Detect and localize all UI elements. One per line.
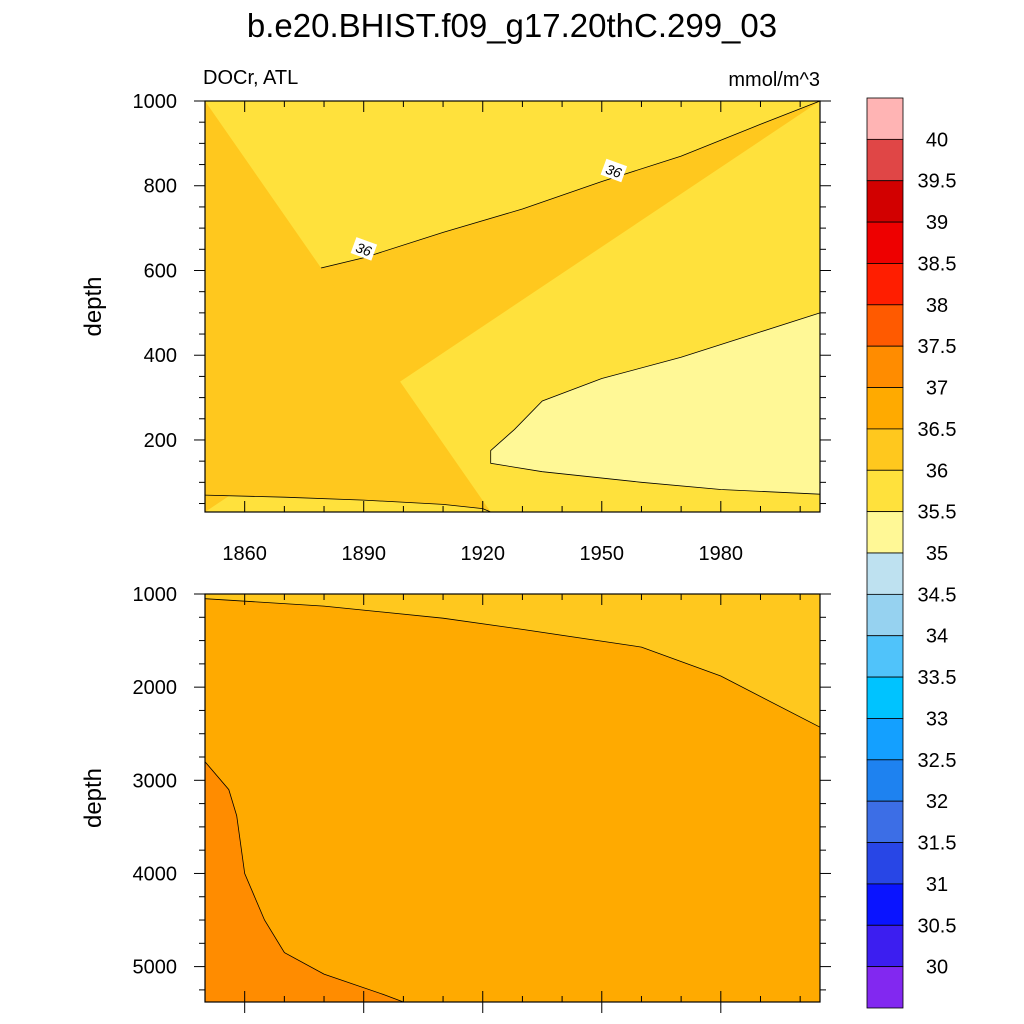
colorbar-label: 31 — [926, 874, 948, 896]
colorbar-swatch — [866, 345, 904, 388]
upper-region-core — [490, 312, 820, 495]
colorbar: 40 39.5 39 38.5 38 37.5 37 36.5 36 35.5 35 34.5 34 33… — [866, 97, 957, 1009]
variable-label: DOCr, ATL — [203, 67, 298, 89]
lower-y-tick-label: 2000 — [133, 677, 178, 699]
lower-region-upper-wedge — [205, 594, 820, 728]
lower-y-tick-label: 3000 — [133, 770, 178, 792]
lower-panel: 1000 2000 3000 4000 5000 depth — [80, 584, 831, 1013]
upper-x-tick-label: 1920 — [460, 543, 505, 565]
lower-region-bottom-left — [205, 761, 404, 1002]
upper-x-tick-label: 1890 — [341, 543, 386, 565]
colorbar-label: 30 — [926, 957, 948, 979]
colorbar-label: 39 — [926, 212, 948, 234]
colorbar-label: 39.5 — [918, 171, 957, 193]
lower-y-tick-label: 5000 — [133, 957, 178, 979]
colorbar-swatch — [866, 180, 904, 223]
colorbar-swatch — [866, 263, 904, 306]
contour-label-box — [350, 237, 378, 261]
figure-title: b.e20.BHIST.f09_g17.20thC.299_03 — [247, 7, 777, 44]
colorbar-swatch — [866, 883, 904, 926]
colorbar-label: 36 — [926, 460, 948, 482]
colorbar-swatch — [866, 593, 904, 637]
units-label: mmol/m^3 — [728, 69, 820, 91]
colorbar-label: 30.5 — [918, 915, 957, 937]
upper-x-tick-label: 1860 — [222, 543, 267, 565]
contour-label-text: 36 — [604, 161, 624, 181]
colorbar-label: 32 — [926, 791, 948, 813]
colorbar-label: 38.5 — [918, 253, 957, 275]
colorbar-label: 34 — [926, 626, 948, 648]
lower-y-tick-label: 4000 — [133, 863, 178, 885]
upper-x-tick-label: 1980 — [699, 543, 744, 565]
colorbar-swatch — [866, 635, 904, 678]
colorbar-label: 40 — [926, 129, 948, 151]
upper-y-tick-label: 800 — [144, 176, 177, 198]
colorbar-label: 35 — [926, 543, 948, 565]
colorbar-swatch — [866, 511, 904, 554]
colorbar-label: 32.5 — [918, 750, 957, 772]
upper-y-tick-label: 200 — [144, 430, 177, 452]
upper-y-tick-label: 600 — [144, 260, 177, 282]
colorbar-swatch — [866, 469, 904, 513]
colorbar-swatch — [866, 552, 904, 595]
colorbar-swatch — [866, 387, 904, 430]
upper-region-surface — [205, 101, 491, 512]
lower-contour-36-5 — [204, 598, 821, 728]
colorbar-swatch — [866, 221, 904, 264]
contour-label-box — [600, 158, 628, 183]
contour-label-text: 36 — [354, 239, 374, 259]
colorbar-label: 34.5 — [918, 584, 957, 606]
upper-contour-label: 36 — [600, 158, 628, 183]
upper-y-axis-label: depth — [80, 276, 107, 336]
upper-contour-36-surface — [204, 494, 491, 513]
colorbar-label: 36.5 — [918, 419, 957, 441]
colorbar-swatch — [866, 800, 904, 843]
colorbar-swatch — [866, 924, 904, 968]
upper-x-tick-label: 1950 — [580, 543, 625, 565]
colorbar-label: 33 — [926, 708, 948, 730]
colorbar-swatch — [866, 97, 904, 140]
colorbar-swatch — [866, 759, 904, 802]
colorbar-label: 33.5 — [918, 667, 957, 689]
colorbar-swatch — [866, 304, 904, 347]
colorbar-label: 37 — [926, 378, 948, 400]
colorbar-label: 38 — [926, 295, 948, 317]
colorbar-swatch — [866, 718, 904, 761]
colorbar-label: 35.5 — [918, 502, 957, 524]
colorbar-label: 31.5 — [918, 833, 957, 855]
lower-y-tick-label: 1000 — [133, 584, 178, 606]
upper-frame — [204, 100, 821, 513]
upper-y-tick-label: 400 — [144, 345, 177, 367]
colorbar-swatch — [866, 842, 904, 885]
upper-panel: 36 36 1860 1890 1920 1950 1980 200 400 600 800 1000… — [80, 91, 831, 565]
lower-contour-37 — [204, 761, 404, 1003]
lower-y-axis-label: depth — [80, 768, 107, 828]
colorbar-swatch — [866, 428, 904, 471]
colorbar-swatch — [866, 676, 904, 719]
colorbar-label: 37.5 — [918, 336, 957, 358]
colorbar-swatch — [866, 966, 904, 1009]
upper-contour-35-5 — [490, 312, 821, 495]
colorbar-swatch — [866, 138, 904, 182]
lower-frame — [204, 593, 821, 1003]
upper-y-tick-label: 1000 — [133, 91, 178, 113]
upper-contour-label: 36 — [350, 237, 378, 261]
